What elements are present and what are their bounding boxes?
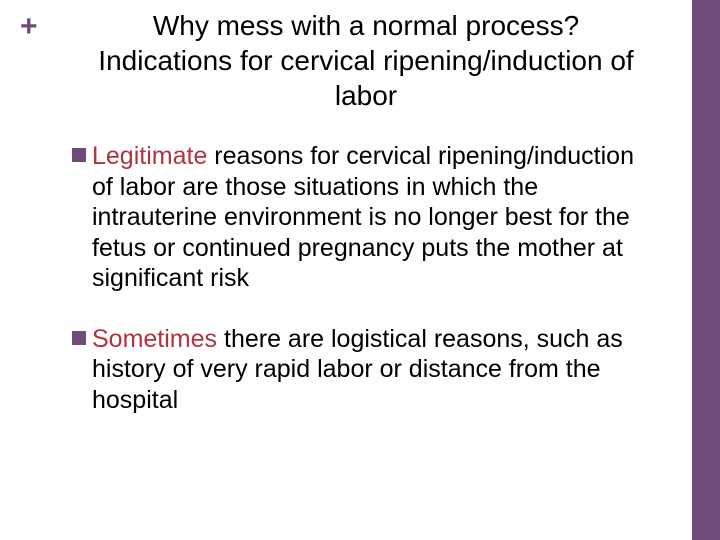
bullet-square-icon: [72, 148, 86, 162]
bullet-lead-word: Legitimate: [92, 142, 207, 170]
title-line-3: labor: [62, 78, 670, 113]
bullet-text: Legitimate reasons for cervical ripening…: [92, 141, 660, 294]
bullet-lead-word: Sometimes: [92, 325, 217, 353]
list-item: Legitimate reasons for cervical ripening…: [72, 141, 660, 294]
title-line-2: Indications for cervical ripening/induct…: [62, 43, 670, 78]
title-line-1: Why mess with a normal process?: [62, 8, 670, 43]
slide-body: Legitimate reasons for cervical ripening…: [0, 113, 720, 415]
plus-icon: +: [20, 10, 38, 44]
slide-title: Why mess with a normal process? Indicati…: [0, 0, 720, 113]
accent-side-bar: [692, 0, 720, 540]
bullet-square-icon: [72, 331, 86, 345]
list-item: Sometimes there are logistical reasons, …: [72, 324, 660, 416]
bullet-text: Sometimes there are logistical reasons, …: [92, 324, 660, 416]
